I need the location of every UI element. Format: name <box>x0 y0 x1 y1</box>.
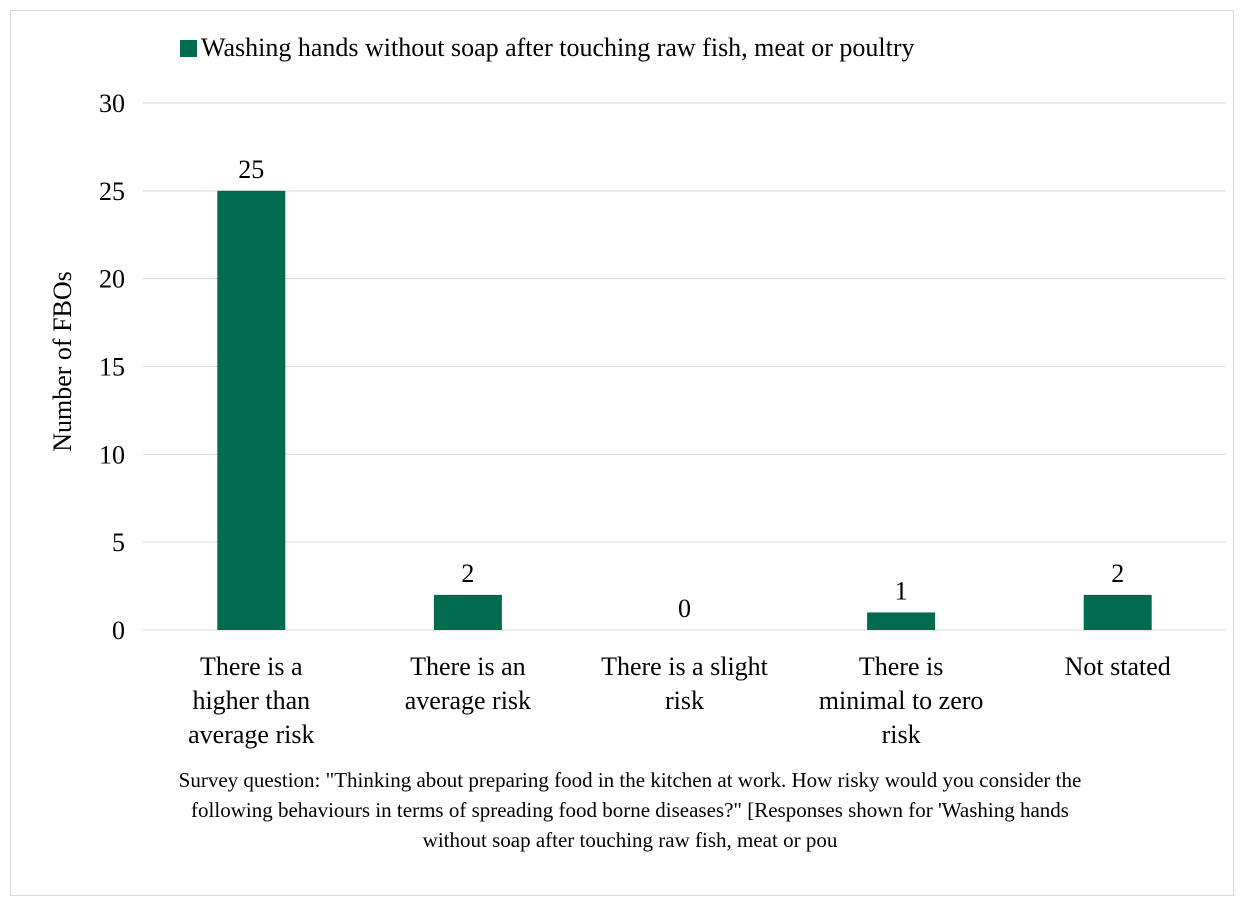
bar <box>867 612 936 630</box>
x-category-label-line: average risk <box>404 686 532 715</box>
legend-swatch <box>180 39 197 57</box>
data-label: 1 <box>895 576 908 605</box>
chart-frame <box>10 10 1234 896</box>
x-category-label-line: risk <box>881 720 921 749</box>
x-category-label: There is a higher than average risk <box>151 650 351 752</box>
y-axis-title: Number of FBOs <box>48 271 77 452</box>
data-label: 2 <box>461 559 474 588</box>
x-category-label: Not stated <box>1018 650 1218 684</box>
x-category-label-line: There is a <box>200 652 303 681</box>
y-tick-label: 10 <box>99 440 125 469</box>
x-category-label-line: Not stated <box>1064 652 1171 681</box>
data-label: 0 <box>678 594 691 623</box>
y-tick-label: 15 <box>99 353 125 382</box>
y-tick-label: 30 <box>99 89 125 118</box>
y-tick-label: 5 <box>112 528 125 557</box>
y-tick-label: 20 <box>99 265 125 294</box>
legend-label: Washing hands without soap after touchin… <box>201 33 915 62</box>
x-category-label-line: There is a slight <box>601 652 768 681</box>
bar <box>1083 594 1152 630</box>
x-category-label-line: risk <box>665 686 704 715</box>
x-category-label-line: higher than <box>192 686 311 715</box>
x-category-label: There is an average risk <box>368 650 568 718</box>
data-label: 2 <box>1111 559 1124 588</box>
y-tick-label: 0 <box>112 616 125 645</box>
bar <box>433 594 502 630</box>
x-category-label-line: There is an <box>410 652 526 681</box>
survey-note: Survey question: "Thinking about prepari… <box>178 768 1082 852</box>
x-category-label: There is a slight risk <box>585 650 785 718</box>
x-category-label: There is minimal to zero risk <box>801 650 1001 752</box>
legend: Washing hands without soap after touchin… <box>180 33 914 63</box>
x-category-label-line: average risk <box>188 720 315 749</box>
x-category-label-line: There is <box>858 652 944 681</box>
data-label: 25 <box>238 155 264 184</box>
y-tick-label: 25 <box>99 177 125 206</box>
x-category-label-line: minimal to zero <box>818 686 984 715</box>
bar <box>217 190 286 631</box>
